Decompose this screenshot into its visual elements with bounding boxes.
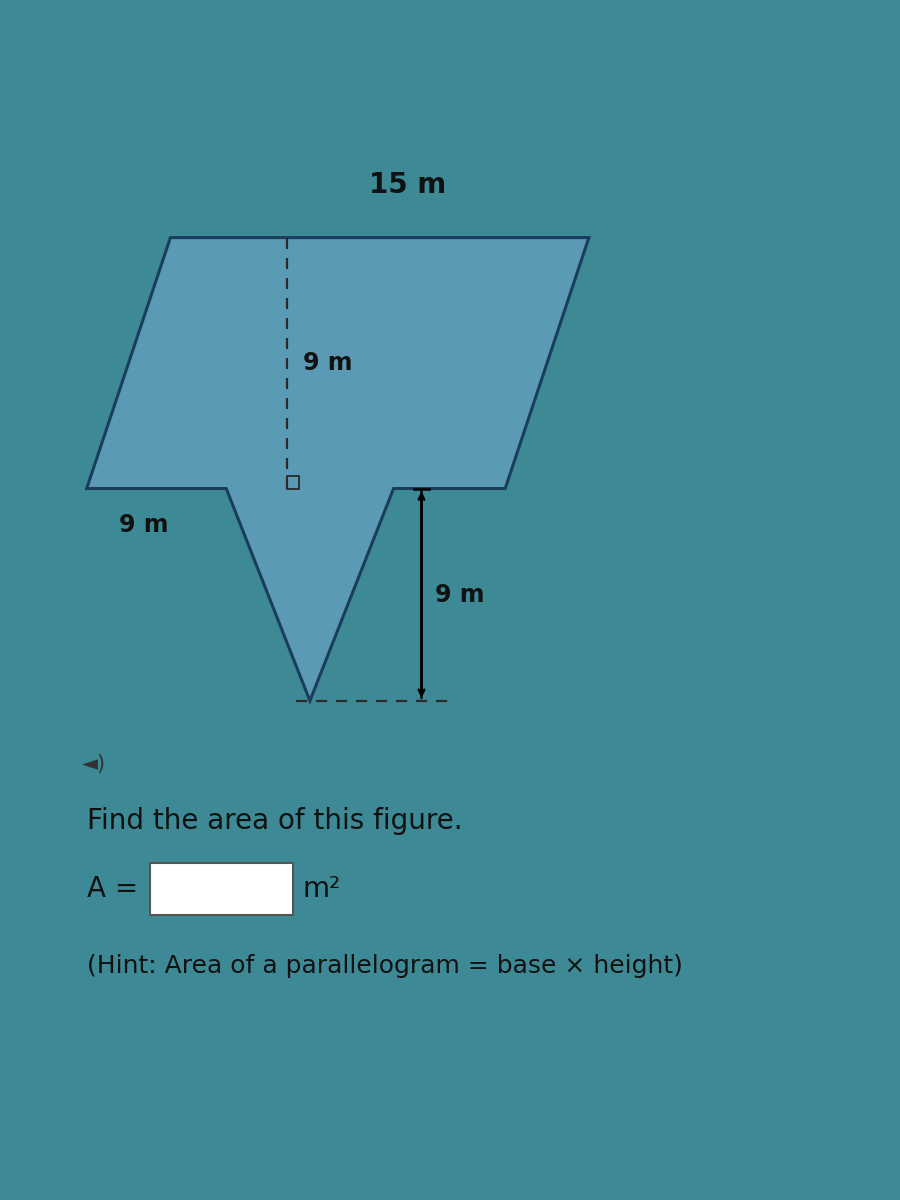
- Text: 15 m: 15 m: [369, 170, 446, 199]
- Text: (Hint: Area of a parallelogram = base × height): (Hint: Area of a parallelogram = base × …: [86, 954, 682, 978]
- Polygon shape: [86, 238, 589, 701]
- Text: 9 m: 9 m: [436, 583, 485, 607]
- Text: m²: m²: [302, 875, 341, 902]
- Text: ◄): ◄): [82, 754, 106, 774]
- Text: 9 m: 9 m: [119, 512, 169, 536]
- Text: Find the area of this figure.: Find the area of this figure.: [86, 808, 463, 835]
- Bar: [286, 476, 299, 488]
- Text: A =: A =: [86, 875, 138, 902]
- FancyBboxPatch shape: [150, 863, 293, 916]
- Text: 9 m: 9 m: [303, 352, 353, 376]
